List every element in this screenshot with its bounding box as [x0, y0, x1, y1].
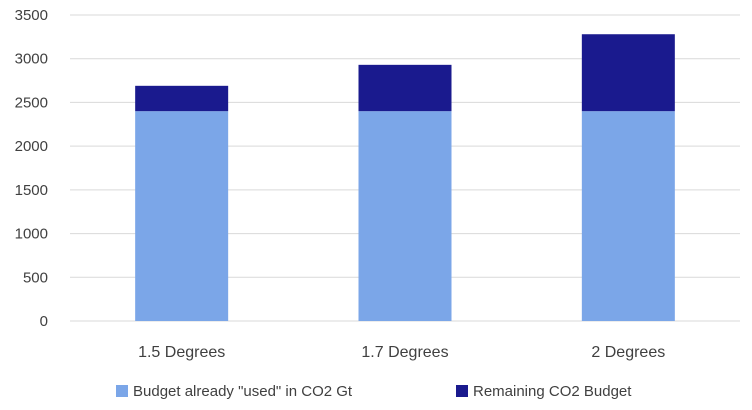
bar-used-1 [358, 111, 452, 322]
bar-used-0 [135, 111, 229, 322]
legend: Budget already "used" in CO2 Gt Remaining… [116, 383, 632, 400]
bar-used-2 [581, 111, 675, 322]
y-tick-label-2500: 2500 [15, 94, 48, 111]
y-tick-label-0: 0 [40, 313, 48, 330]
y-tick-label-1500: 1500 [15, 182, 48, 199]
bar-remaining-0 [135, 85, 229, 112]
legend-label-1: Remaining CO2 Budget [473, 383, 632, 400]
y-tick-label-500: 500 [23, 269, 48, 286]
x-axis-ticks: 1.5 Degrees 1.7 Degrees 2 Degrees [138, 344, 665, 361]
bars [135, 34, 675, 322]
x-tick-label-1: 1.7 Degrees [361, 344, 448, 361]
legend-label-0: Budget already "used" in CO2 Gt [133, 383, 353, 400]
y-tick-label-2000: 2000 [15, 138, 48, 155]
bar-remaining-1 [358, 64, 452, 112]
y-tick-label-1000: 1000 [15, 226, 48, 243]
legend-swatch-0 [116, 385, 128, 397]
y-axis-ticks: 0 500 1000 1500 2000 2500 3000 3500 [15, 7, 48, 330]
x-tick-label-2: 2 Degrees [591, 344, 665, 361]
y-tick-label-3500: 3500 [15, 7, 48, 24]
bar-remaining-2 [581, 34, 675, 112]
legend-swatch-1 [456, 385, 468, 397]
x-tick-label-0: 1.5 Degrees [138, 344, 225, 361]
y-tick-label-3000: 3000 [15, 51, 48, 68]
